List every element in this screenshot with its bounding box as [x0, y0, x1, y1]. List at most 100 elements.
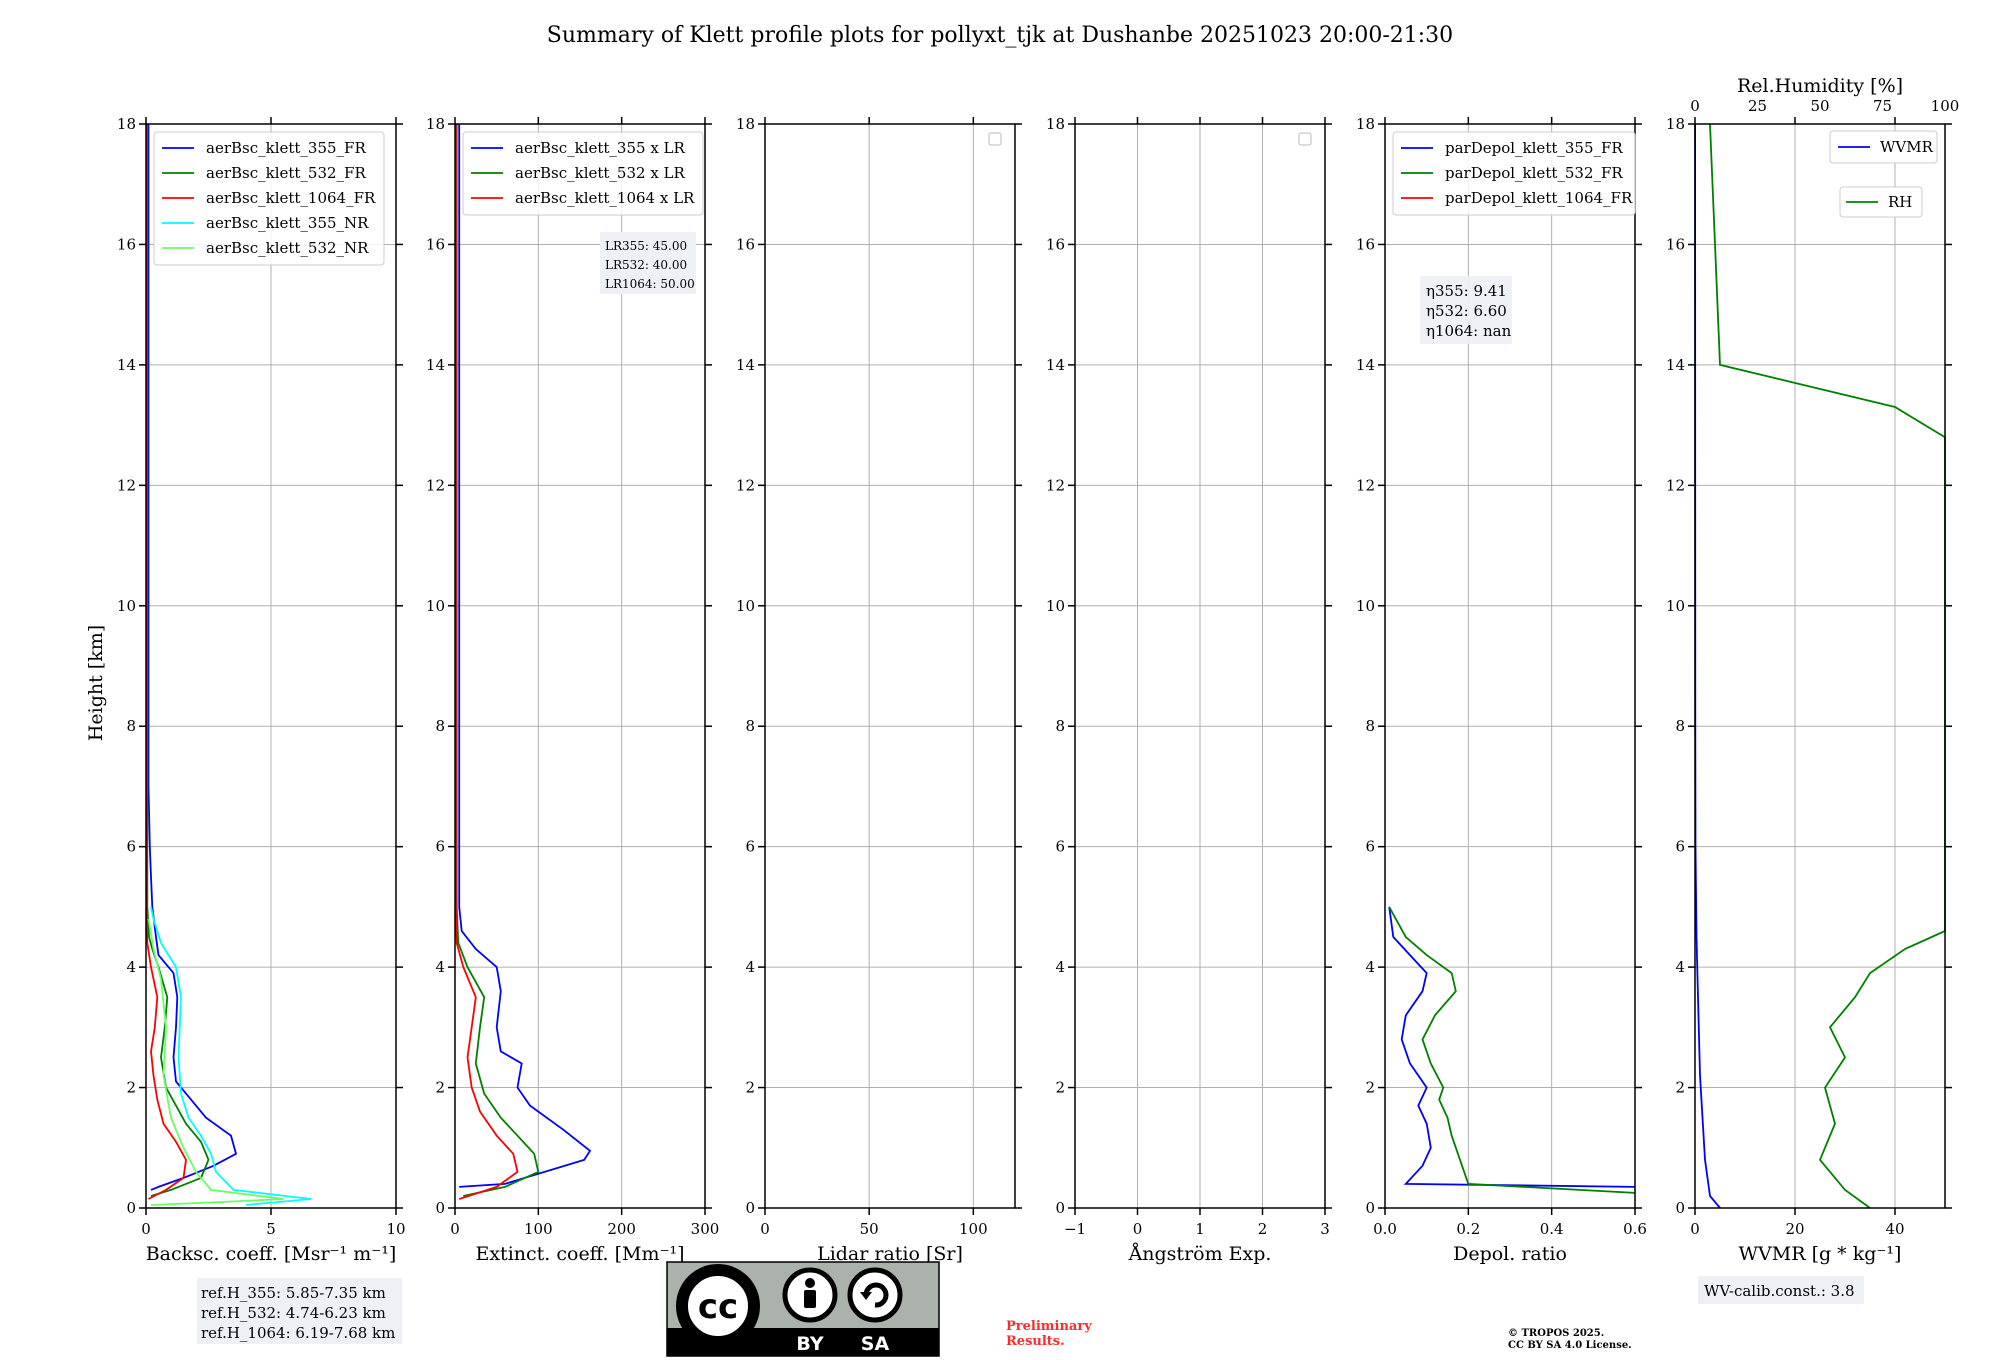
y-tick-label: 18	[1046, 115, 1065, 133]
cc-by-label: BY	[796, 1333, 823, 1355]
legend-label: parDepol_klett_532_FR	[1445, 164, 1623, 182]
y-tick-label: 10	[426, 597, 445, 615]
y-tick-label: 6	[1055, 838, 1065, 856]
y-tick-label: 12	[736, 476, 755, 494]
axes-frame	[145, 123, 397, 1209]
depol-annotation: η355: 9.41 η532: 6.60 η1064: nan	[1420, 276, 1512, 344]
x-tick-label: 0.0	[1373, 1220, 1397, 1238]
empty-legend	[1298, 132, 1312, 146]
y-tick-label: 2	[435, 1079, 445, 1097]
x-tick-label: 0	[760, 1220, 770, 1238]
legend: parDepol_klett_355_FR parDepol_klett_532_…	[1392, 131, 1636, 216]
y-tick-label: 10	[1666, 597, 1685, 615]
y-tick-label: 14	[1666, 356, 1685, 374]
panel-2: 0 100 200 300 0 2 4 6 8 10 12 14 16 18 Extinct. coeff.…	[426, 115, 719, 1265]
lidar-ratio-annotation: LR355: 45.00 LR532: 40.00 LR1064: 50.00	[600, 232, 696, 294]
x-tick-label: 300	[691, 1220, 720, 1238]
empty-legend	[988, 132, 1002, 146]
panel-1: 0 5 10 0 2 4 6 8 10 12 14 16 18 Backsc. coeff. [Msr⁻¹…	[117, 115, 406, 1265]
y-tick-label: 6	[126, 838, 136, 856]
attribution-icon	[782, 1267, 838, 1323]
series-line-aerBsc-klett-532-x-LR	[455, 124, 540, 1197]
x-axis-label: Lidar ratio [Sr]	[817, 1243, 963, 1265]
legend-frame	[1829, 130, 1938, 164]
legend-label: parDepol_klett_1064_FR	[1445, 189, 1633, 207]
series-line-RH	[1709, 123, 1946, 1209]
legend-label: aerBsc_klett_1064_FR	[206, 189, 376, 207]
series-line-parDepol-klett-532-FR	[1388, 906, 1636, 1194]
y-tick-label: 8	[1365, 717, 1375, 735]
cc-by-sa-badge: cc BY SA	[666, 1261, 940, 1357]
panel-3: 0 50 100 0 2 4 6 8 10 12 14 16 18 Lidar ratio [Sr]	[736, 115, 1022, 1265]
axes-frame	[454, 123, 706, 1209]
annotation-text: η355: 9.41	[1426, 282, 1507, 300]
legend-label: aerBsc_klett_532_NR	[206, 239, 369, 257]
y-tick-label: 12	[1046, 476, 1065, 494]
top-tick-label: 75	[1873, 97, 1892, 115]
y-tick-label: 18	[426, 115, 445, 133]
share-alike-icon	[847, 1267, 903, 1323]
x-tick-label: 20	[1785, 1220, 1804, 1238]
y-tick-label: 4	[126, 958, 136, 976]
y-tick-label: 18	[736, 115, 755, 133]
y-tick-label: 0	[435, 1199, 445, 1217]
preliminary-line-2: Results.	[1006, 1334, 1065, 1349]
y-tick-label: 0	[1365, 1199, 1375, 1217]
x-tick-label: 3	[1320, 1220, 1330, 1238]
y-tick-label: 4	[1055, 958, 1065, 976]
panel-5: 0.0 0.2 0.4 0.6 0 2 4 6 8 10 12 14 16 18 Depol. ratio p…	[1356, 115, 1647, 1265]
y-tick-label: 4	[745, 958, 755, 976]
panel-6: 0 20 40 0 2 4 6 8 10 12 14 16 18 WVMR [g * kg⁻¹] WVMR R…	[1666, 75, 1959, 1304]
x-tick-label: 1	[1195, 1220, 1205, 1238]
top-tick-label: 50	[1810, 97, 1829, 115]
x-axis-label: Backsc. coeff. [Msr⁻¹ m⁻¹]	[146, 1243, 397, 1265]
axes-frame	[1074, 123, 1326, 1209]
y-tick-label: 18	[1666, 115, 1685, 133]
y-tick-label: 0	[1055, 1199, 1065, 1217]
y-tick-label: 10	[1046, 597, 1065, 615]
legend-frame	[1392, 131, 1636, 216]
legend-label: RH	[1888, 193, 1912, 211]
y-tick-label: 16	[736, 235, 755, 253]
y-tick-label: 14	[1046, 356, 1065, 374]
x-axis-label: Extinct. coeff. [Mm⁻¹]	[475, 1243, 684, 1265]
y-tick-label: 4	[1675, 958, 1685, 976]
y-tick-label: 18	[1356, 115, 1375, 133]
axes-frame	[1694, 123, 1946, 1209]
annotation-text: η532: 6.60	[1426, 302, 1507, 320]
y-tick-label: 6	[1365, 838, 1375, 856]
y-tick-label: 2	[126, 1079, 136, 1097]
y-tick-label: 4	[435, 958, 445, 976]
legend-frame	[153, 131, 385, 266]
x-tick-label: 0	[141, 1220, 151, 1238]
x-tick-label: 0	[450, 1220, 460, 1238]
y-tick-label: 10	[117, 597, 136, 615]
series-line-parDepol-klett-355-FR	[1388, 906, 1636, 1188]
x-tick-label: 0.6	[1623, 1220, 1647, 1238]
y-tick-label: 12	[1356, 476, 1375, 494]
preliminary-line-1: Preliminary	[1006, 1319, 1092, 1334]
y-axis-label: Height [km]	[85, 625, 107, 741]
legend-label: aerBsc_klett_1064 x LR	[515, 189, 695, 207]
legend: aerBsc_klett_355 x LR aerBsc_klett_532 x …	[462, 131, 704, 216]
legend-label: aerBsc_klett_532_FR	[206, 164, 366, 182]
top-tick-label: 100	[1931, 97, 1960, 115]
axes-frame	[764, 123, 1016, 1209]
cc-logo-text: cc	[698, 1287, 738, 1327]
y-tick-label: 12	[117, 476, 136, 494]
y-tick-label: 8	[745, 717, 755, 735]
y-tick-label: 16	[1046, 235, 1065, 253]
ref-height-355: ref.H_355: 5.85-7.35 km	[201, 1284, 386, 1302]
y-tick-label: 14	[736, 356, 755, 374]
x-tick-label: 0.2	[1456, 1220, 1480, 1238]
x-tick-label: 0	[1690, 1220, 1700, 1238]
figure-title: Summary of Klett profile plots for polly…	[547, 23, 1453, 48]
annotation-bg	[1420, 276, 1512, 344]
cc-sa-label: SA	[861, 1333, 890, 1355]
y-tick-label: 0	[126, 1199, 136, 1217]
y-tick-label: 16	[426, 235, 445, 253]
y-tick-label: 16	[117, 235, 136, 253]
x-tick-label: 100	[959, 1220, 988, 1238]
y-tick-label: 2	[1675, 1079, 1685, 1097]
